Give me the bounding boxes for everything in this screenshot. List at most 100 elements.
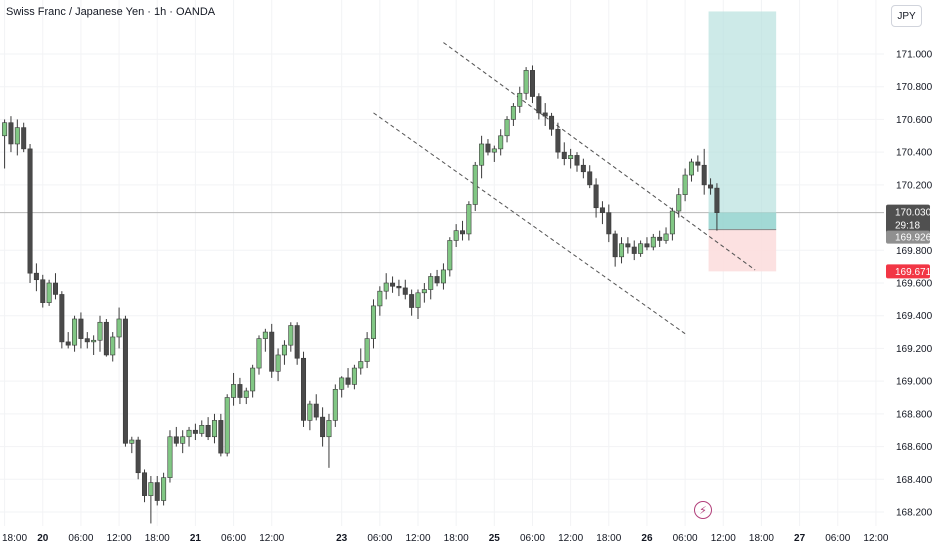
candle-body bbox=[294, 325, 300, 359]
time-tick-label: 12:00 bbox=[558, 533, 583, 544]
candle-body bbox=[599, 207, 605, 213]
price-tick-label: 168.800 bbox=[896, 409, 932, 420]
candle-body bbox=[192, 429, 198, 434]
candle-body bbox=[65, 341, 71, 346]
candle-body bbox=[180, 436, 186, 444]
candle bbox=[224, 394, 230, 457]
candle bbox=[173, 426, 179, 447]
candle bbox=[313, 394, 319, 421]
stop-price-label: 169.671 bbox=[895, 267, 932, 278]
candle bbox=[593, 178, 599, 218]
candle bbox=[650, 233, 656, 251]
candle-body bbox=[59, 294, 65, 343]
candle-body bbox=[52, 282, 58, 295]
candle-body bbox=[33, 272, 39, 281]
candle-body bbox=[250, 367, 256, 392]
candle-body bbox=[402, 287, 408, 295]
position-tool bbox=[708, 11, 777, 272]
candle bbox=[78, 312, 84, 349]
trend-channel bbox=[373, 42, 756, 335]
currency-selector[interactable]: JPY bbox=[891, 5, 922, 27]
candle-body bbox=[650, 236, 656, 248]
candle bbox=[205, 417, 211, 441]
candle bbox=[218, 413, 224, 457]
candle bbox=[21, 122, 27, 153]
candle bbox=[14, 119, 20, 156]
candle bbox=[466, 201, 472, 241]
candle bbox=[339, 376, 345, 398]
candle-body bbox=[701, 164, 707, 186]
candle-body bbox=[580, 164, 586, 173]
candle bbox=[294, 322, 300, 365]
candle bbox=[568, 148, 574, 169]
candle-body bbox=[409, 294, 415, 308]
lightning-icon[interactable]: ⚡︎ bbox=[694, 501, 712, 519]
time-tick-label: 23 bbox=[336, 533, 348, 544]
candle-body bbox=[2, 122, 8, 137]
candle bbox=[542, 103, 548, 126]
candle bbox=[669, 207, 675, 241]
candle-body bbox=[663, 233, 669, 241]
time-tick-label: 25 bbox=[489, 533, 501, 544]
candle-body bbox=[8, 122, 14, 145]
candle bbox=[243, 387, 249, 405]
candle bbox=[574, 152, 580, 172]
candle bbox=[129, 436, 135, 454]
candle-body bbox=[510, 106, 516, 120]
price-tick-label: 169.800 bbox=[896, 246, 932, 257]
candle bbox=[549, 112, 555, 136]
candle-body bbox=[453, 230, 459, 241]
candle-body bbox=[504, 119, 510, 137]
candle-body bbox=[339, 377, 345, 390]
candle bbox=[231, 372, 237, 406]
time-tick-label: 18:00 bbox=[596, 533, 621, 544]
candle-body bbox=[154, 482, 160, 501]
entry-price-label: 169.926 bbox=[895, 233, 932, 244]
candle bbox=[409, 289, 415, 316]
candle-body bbox=[135, 439, 141, 474]
candle bbox=[116, 307, 122, 349]
candle bbox=[638, 240, 644, 257]
price-axis: 171.000 170.800 170.600 170.400 170.200 169.8… bbox=[884, 0, 932, 550]
candle-body bbox=[313, 403, 319, 418]
time-tick-label: 20 bbox=[37, 533, 49, 544]
time-tick-label: 18:00 bbox=[444, 533, 469, 544]
candle bbox=[676, 188, 682, 218]
candle bbox=[161, 472, 167, 506]
candle-body bbox=[631, 246, 637, 254]
stop-price-badge bbox=[886, 264, 930, 279]
candle-body bbox=[173, 436, 179, 444]
candles bbox=[2, 65, 720, 524]
candle-body bbox=[498, 135, 504, 150]
candle bbox=[421, 283, 427, 303]
candle bbox=[383, 273, 389, 300]
candle bbox=[402, 279, 408, 300]
candle bbox=[262, 328, 268, 352]
candle-body bbox=[351, 367, 357, 385]
candle bbox=[2, 119, 8, 169]
candle-body bbox=[491, 148, 497, 153]
candle-body bbox=[669, 210, 675, 235]
position-stop-zone bbox=[708, 229, 777, 272]
time-axis-background bbox=[0, 526, 884, 550]
candle bbox=[103, 318, 109, 357]
position-target-zone bbox=[708, 11, 777, 230]
candle-body bbox=[218, 420, 224, 454]
candle bbox=[708, 178, 714, 195]
position-open-profit bbox=[708, 212, 777, 230]
candle bbox=[256, 335, 262, 375]
candle-body bbox=[612, 233, 618, 258]
candle bbox=[688, 158, 694, 182]
candle bbox=[472, 161, 478, 212]
candle bbox=[510, 103, 516, 126]
candle bbox=[142, 469, 148, 503]
candle-body bbox=[383, 282, 389, 292]
candle bbox=[682, 168, 688, 202]
price-tick-label: 170.200 bbox=[896, 180, 932, 191]
candle bbox=[326, 413, 332, 468]
price-tick-label: 169.000 bbox=[896, 377, 932, 388]
candle bbox=[275, 348, 281, 382]
candle-body bbox=[167, 436, 173, 478]
candle-body bbox=[129, 439, 135, 444]
